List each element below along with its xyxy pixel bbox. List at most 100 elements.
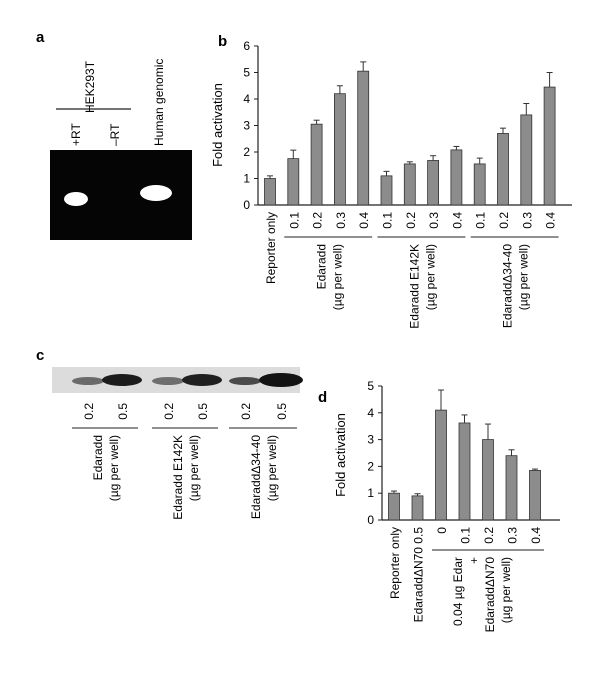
chart-b-bar: [380, 175, 393, 206]
panel-a-letter: a: [36, 29, 45, 46]
chart-d-category-label: Reporter only: [388, 527, 402, 599]
chart-d-category-label: 0.2: [482, 527, 496, 544]
chart-d-bar: [388, 492, 400, 521]
panel-a: a HEK293T +RT –RT Human genomic: [36, 29, 192, 240]
gel-lane-label: +RT: [69, 123, 83, 146]
chart-d-bar: [505, 455, 518, 521]
chart-b-bar: [497, 133, 509, 206]
chart-d-category-label: 0.1: [459, 527, 473, 544]
chart-b-bar: [310, 123, 323, 206]
chart-b-y-tick-label: 6: [243, 39, 250, 53]
blot-band: [72, 377, 104, 385]
blot-group-name: Edaradd: [91, 435, 105, 480]
chart-d-group-line: (µg per well): [499, 557, 513, 623]
panel-b-letter: b: [218, 33, 227, 50]
blot-band: [182, 374, 222, 386]
blot-lane-value: 0.5: [116, 403, 130, 420]
chart-d-y-tick-label: 5: [367, 379, 374, 393]
blot-lane-value: 0.5: [196, 403, 210, 420]
chart-d-group-line: 0.04 µg Edar: [451, 557, 465, 626]
chart-d-bar: [529, 470, 541, 521]
chart-b-category-label: 0.3: [520, 212, 534, 229]
chart-d-bar: [482, 439, 494, 521]
chart-d-group-line: EdaraddΔN70: [483, 557, 497, 633]
chart-b-bar: [473, 163, 486, 206]
chart-b-y-axis-label: Fold activation: [210, 83, 225, 167]
chart-b-y-tick-label: 0: [243, 198, 250, 212]
chart-d-category-labels: Reporter only EdaraddΔN70 0.5 0 0.1 0.2 0.3 0.…: [388, 527, 543, 623]
chart-b-category-label: 0.2: [497, 212, 511, 229]
chart-b-category-label: 0.4: [544, 212, 558, 229]
chart-b-bar: [450, 149, 463, 206]
chart-b-y-tick-label: 1: [243, 172, 250, 186]
chart-b-group-unit: (µg per well): [423, 244, 437, 310]
blot-band: [152, 377, 184, 385]
chart-b-group-unit: (µg per well): [517, 244, 531, 310]
chart-d-bar: [411, 495, 424, 521]
chart-d-group-line: +: [467, 557, 481, 564]
chart-b-category-label: 0.2: [404, 212, 418, 229]
chart-b-category-label: 0.4: [357, 212, 371, 229]
blot-band: [102, 374, 142, 386]
chart-b-group-unit: (µg per well): [330, 244, 344, 310]
gel-group-label: HEK293T: [83, 60, 97, 113]
chart-b-y-tick-label: 4: [243, 92, 250, 106]
blot-lane-value: 0.2: [162, 403, 176, 420]
chart-d-y-tick-label: 4: [367, 406, 374, 420]
chart-b-category-label: 0.4: [450, 212, 464, 229]
chart-d-category-label: EdaraddΔN70 0.5: [412, 527, 426, 623]
gel-band: [64, 192, 88, 206]
chart-b-group-name: Edaradd: [314, 244, 328, 289]
blot-group-name: EdaraddΔ34-40: [249, 435, 263, 519]
chart-b-category-label: 0.3: [427, 212, 441, 229]
chart-b-bar: [427, 160, 440, 206]
panel-d-letter: d: [318, 389, 327, 406]
chart-b-bar: [287, 158, 300, 206]
chart-b-bar: [543, 86, 556, 206]
chart-b-category-label: Reporter only: [264, 212, 278, 284]
chart-d-y-tick-label: 3: [367, 433, 374, 447]
gel-band: [140, 185, 172, 201]
chart-b-category-label: 0.3: [334, 212, 348, 229]
chart-d-y-tick-label: 2: [367, 459, 374, 473]
blot-band: [229, 377, 261, 385]
blot-group-name: Edaradd E142K: [171, 435, 185, 520]
panel-b: b Fold activation 0 1 2 3 4 5 6 Reporter only 0…: [210, 33, 572, 329]
blot-group-unit: (µg per well): [107, 435, 121, 501]
chart-b-category-label: 0.1: [474, 212, 488, 229]
chart-d-y-tick-label: 1: [367, 486, 374, 500]
chart-b-bars: [264, 61, 556, 206]
chart-d-bar: [458, 422, 471, 521]
blot-lane-value: 0.2: [239, 403, 253, 420]
chart-b-group-name: Edaradd E142K: [407, 244, 421, 329]
chart-d-bar: [435, 409, 447, 521]
chart-b-bar: [520, 114, 533, 206]
chart-b-y-tick-label: 2: [243, 145, 250, 159]
chart-b-y-tick-label: 5: [243, 66, 250, 80]
blot-group-unit: (µg per well): [187, 435, 201, 501]
gel-lane-label: –RT: [108, 123, 122, 146]
chart-b-bar: [333, 93, 346, 206]
chart-d-category-label: 0.4: [529, 527, 543, 544]
chart-b-category-labels: Reporter only 0.1 0.2 0.3 0.4 0.1 0.2 0.3 0.4 0.1…: [264, 212, 558, 284]
chart-b-bar: [264, 178, 276, 206]
chart-b-group-labels: Edaradd (µg per well) Edaradd E142K (µg per…: [284, 236, 559, 329]
panel-d: d Fold activation 0 1 2 3 4 5 Reporter only Ed…: [318, 379, 560, 632]
chart-b-category-label: 0.1: [287, 212, 301, 229]
chart-d-y-tick-label: 0: [367, 513, 374, 527]
blot-lane-value: 0.2: [82, 403, 96, 420]
blot-group-unit: (µg per well): [265, 435, 279, 501]
gel-lane-label: Human genomic: [152, 59, 166, 146]
chart-d-category-label: 0: [435, 527, 449, 534]
chart-b-group-name: EdaraddΔ34-40: [501, 244, 515, 328]
blot-lane-value: 0.5: [275, 403, 289, 420]
panel-c-letter: c: [36, 347, 44, 364]
chart-b-y-tick-label: 3: [243, 119, 250, 133]
chart-d-y-axis-label: Fold activation: [333, 413, 348, 497]
chart-b-category-label: 0.1: [381, 212, 395, 229]
blot-band: [259, 373, 303, 387]
chart-b-category-label: 0.2: [311, 212, 325, 229]
